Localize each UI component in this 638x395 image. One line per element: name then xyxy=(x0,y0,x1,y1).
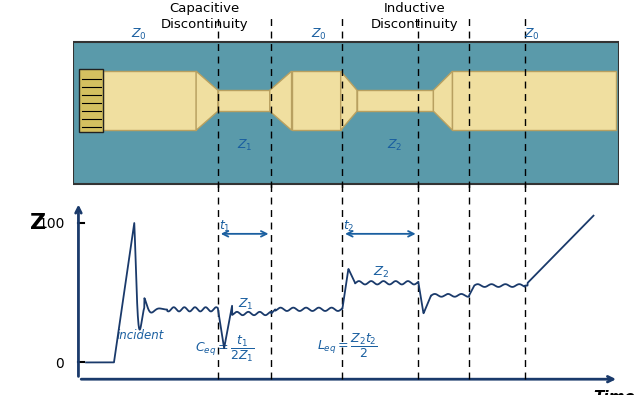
Text: Z: Z xyxy=(30,213,46,233)
Text: Time: Time xyxy=(593,390,635,395)
Text: Inductive
Discontinuity: Inductive Discontinuity xyxy=(371,2,459,31)
Polygon shape xyxy=(196,71,218,130)
Text: $t_2$: $t_2$ xyxy=(343,219,355,234)
Text: $Z_1$: $Z_1$ xyxy=(237,138,253,154)
Polygon shape xyxy=(452,71,616,130)
Bar xyxy=(79,70,103,132)
Bar xyxy=(73,41,619,184)
Text: $C_{eq} = \dfrac{t_1}{2Z_1}$: $C_{eq} = \dfrac{t_1}{2Z_1}$ xyxy=(195,333,255,363)
Polygon shape xyxy=(341,71,357,130)
Polygon shape xyxy=(270,71,292,130)
Text: incident: incident xyxy=(117,329,164,342)
Polygon shape xyxy=(433,71,452,130)
Polygon shape xyxy=(292,71,341,130)
Text: $Z_1$: $Z_1$ xyxy=(238,297,254,312)
Text: Capacitive
Discontinuity: Capacitive Discontinuity xyxy=(160,2,248,31)
Text: $t_1$: $t_1$ xyxy=(219,219,231,234)
Text: $Z_2$: $Z_2$ xyxy=(373,265,389,280)
Polygon shape xyxy=(103,71,196,130)
Text: $L_{eq} = \dfrac{Z_2 t_2}{2}$: $L_{eq} = \dfrac{Z_2 t_2}{2}$ xyxy=(317,332,378,360)
Polygon shape xyxy=(357,90,433,111)
Text: $Z_0$: $Z_0$ xyxy=(131,27,147,42)
Text: $Z_0$: $Z_0$ xyxy=(524,27,540,42)
Polygon shape xyxy=(218,90,270,111)
Text: $Z_0$: $Z_0$ xyxy=(311,27,327,42)
Text: $Z_2$: $Z_2$ xyxy=(387,138,403,154)
